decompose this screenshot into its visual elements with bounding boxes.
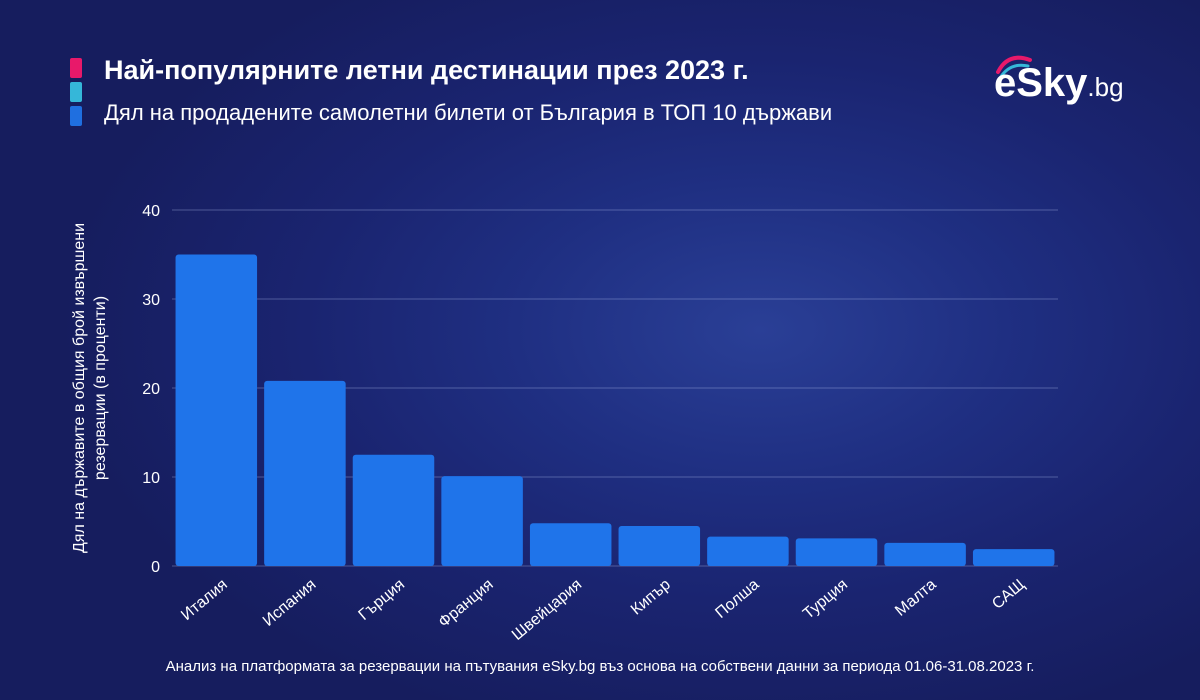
x-tick-label: Испания <box>260 576 320 630</box>
esky-logo: eSky.bg <box>994 55 1124 105</box>
bar-7 <box>707 536 789 566</box>
accent-bar-cyan <box>70 82 82 102</box>
y-tick-label: 10 <box>142 470 160 487</box>
bar-2 <box>264 380 346 566</box>
x-tick-label: Италия <box>178 576 231 624</box>
bar-4 <box>441 476 523 566</box>
bar-8 <box>795 538 878 566</box>
svg-text:eSky.bg: eSky.bg <box>994 61 1124 105</box>
bar-1 <box>175 254 258 566</box>
y-tick-label: 30 <box>142 292 160 309</box>
logo-swoosh-icon <box>996 55 1032 74</box>
accent-bar-pink <box>70 58 82 78</box>
y-tick-label: 0 <box>151 559 160 576</box>
x-tick-labels: Италия Испания Гърция Франция Швейцария Кипър… <box>178 576 1028 644</box>
chart-subtitle: Дял на продадените самолетни билети от Б… <box>104 100 833 125</box>
bars <box>175 254 1055 566</box>
y-tick-labels: 0 10 20 30 40 <box>142 203 160 576</box>
bar-6 <box>618 525 701 566</box>
y-tick-label: 40 <box>142 203 160 220</box>
x-tick-label: Полша <box>712 576 762 622</box>
footnote: Анализ на платформата за резервации на п… <box>165 658 1035 675</box>
x-tick-label: Франция <box>436 576 497 631</box>
bar-9 <box>884 542 966 566</box>
x-tick-label: Гърция <box>356 576 409 624</box>
bar-5 <box>529 523 612 566</box>
x-tick-label: Малта <box>892 576 940 620</box>
x-tick-label: Турция <box>800 576 851 623</box>
logo-word-sky: Sky <box>1016 61 1088 105</box>
x-tick-label: Кипър <box>628 576 674 619</box>
y-tick-label: 20 <box>142 381 160 398</box>
bar-3 <box>352 454 435 566</box>
logo-letter-e: e <box>994 61 1016 105</box>
chart-title: Най-популярните летни дестинации през 20… <box>104 55 749 85</box>
logo-tld: .bg <box>1087 72 1123 102</box>
bar-10 <box>972 549 1055 566</box>
x-tick-label: САЩ <box>989 576 1028 613</box>
accent-bar-blue <box>70 106 82 126</box>
x-tick-label: Швейцария <box>509 576 585 644</box>
